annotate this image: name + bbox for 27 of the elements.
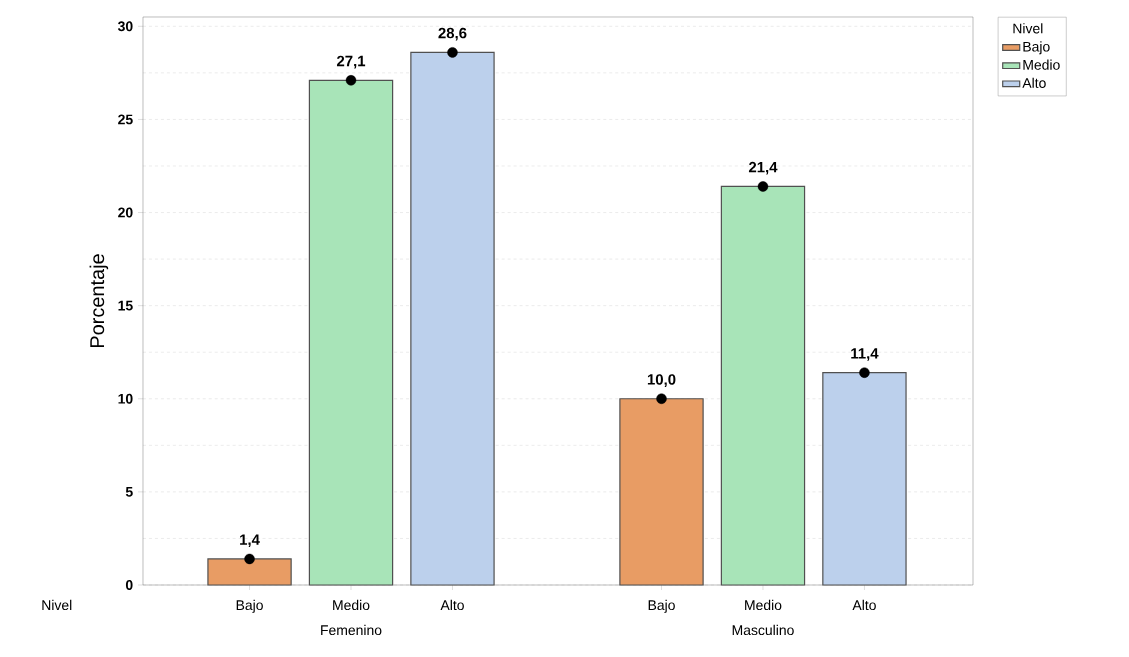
x-tick-label: Femenino <box>321 624 382 636</box>
data-label: 11,4 <box>851 348 879 361</box>
text: Medio <box>745 599 782 611</box>
data-label: 21,4 <box>748 161 778 175</box>
y-tick-label: 10 <box>118 393 133 404</box>
x-tick-label: Masculino <box>732 624 794 636</box>
legend-label: Alto <box>1022 77 1046 88</box>
text: Medio <box>333 599 370 611</box>
text: Bajo <box>236 599 263 613</box>
text: Alto <box>852 599 876 611</box>
y-tick-label: 30 <box>117 21 133 32</box>
legend-title: Nivel <box>1013 23 1043 34</box>
x-axis-title: Nivel <box>42 599 72 611</box>
y-tick-label: 25 <box>118 114 133 125</box>
data-label: 27,1 <box>336 55 366 69</box>
data-label: 28,6 <box>438 27 467 41</box>
y-tick-label: 20 <box>118 207 133 218</box>
text: Alto <box>440 599 464 611</box>
legend-label: Medio <box>1023 59 1060 70</box>
data-label: 10,0 <box>647 374 676 387</box>
y-axis-title: Porcentaje <box>89 254 109 347</box>
text: Bajo <box>648 599 675 613</box>
y-tick-label: 15 <box>118 300 133 311</box>
y-tick-label: 0 <box>125 580 133 590</box>
data-label: 1,4 <box>240 534 260 548</box>
legend-label: Bajo <box>1023 41 1050 55</box>
y-tick-label: 5 <box>125 487 133 497</box>
